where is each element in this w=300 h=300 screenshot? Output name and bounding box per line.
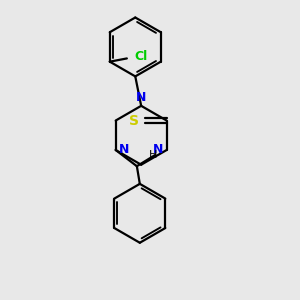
Text: N: N — [136, 92, 146, 104]
Text: N: N — [119, 143, 130, 157]
Text: H: H — [149, 150, 158, 160]
Text: N: N — [153, 143, 163, 157]
Text: S: S — [129, 114, 139, 128]
Text: Cl: Cl — [134, 50, 147, 63]
